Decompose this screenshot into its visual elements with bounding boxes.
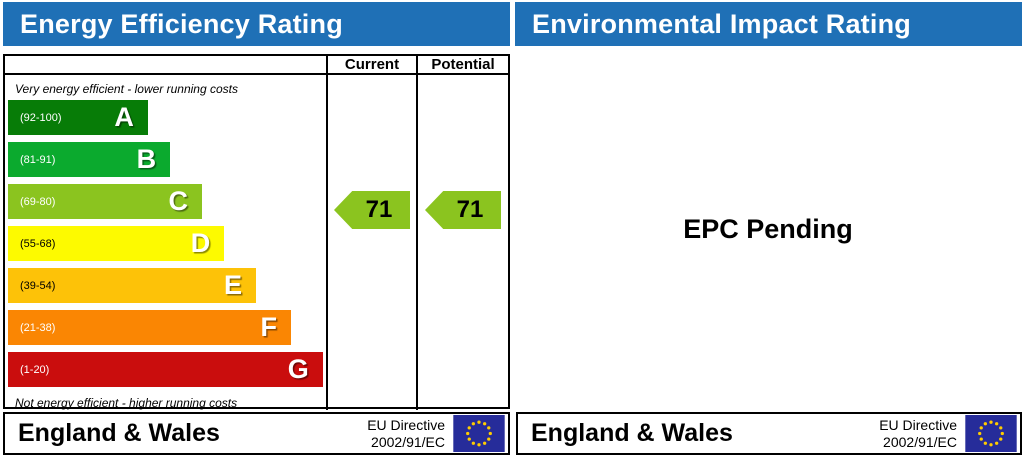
band-d: (55-68) D [8,226,225,261]
energy-rating-chart: Current Potential Very energy efficient … [3,54,510,410]
energy-efficiency-panel: Energy Efficiency Rating Current Potenti… [3,2,510,455]
eu-directive-line2: 2002/91/EC [883,433,957,450]
current-column-header: Current [326,56,416,73]
caption-bottom: Not energy efficient - higher running co… [15,396,238,410]
current-value-column: 71 [326,75,416,410]
band-row-e: (39-54) E [8,268,326,303]
band-row-b: (81-91) B [8,142,326,177]
right-footer: England & Wales EU Directive 2002/91/EC [516,412,1022,455]
band-row-c: (69-80) C [8,184,326,219]
band-f: (21-38) F [8,310,292,345]
environmental-impact-header: Environmental Impact Rating [515,2,1022,46]
potential-column-header: Potential [416,56,508,73]
energy-efficiency-title: Energy Efficiency Rating [20,8,343,39]
band-f-letter: F [260,312,278,342]
band-row-f: (21-38) F [8,310,326,345]
band-b: (81-91) B [8,142,171,177]
caption-top: Very energy efficient - lower running co… [15,82,238,96]
band-d-range-label: (55-68) [20,237,56,250]
environmental-impact-title: Environmental Impact Rating [532,8,911,39]
band-c-range-label: (69-80) [20,195,56,208]
band-b-range-label: (81-91) [20,153,56,166]
band-b-letter: B [136,144,157,174]
band-g-letter: G [287,354,309,384]
eu-directive-line2: 2002/91/EC [371,433,445,450]
band-g-range-label: (1-20) [20,363,50,376]
region-label: England & Wales [531,419,733,447]
band-a-range-label: (92-100) [20,111,62,124]
band-c: (69-80) C [8,184,202,219]
chart-column-headers: Current Potential [5,56,508,75]
band-g: (1-20) G [8,352,323,387]
eu-directive-label: EU Directive 2002/91/EC [367,417,453,451]
band-row-d: (55-68) D [8,226,326,261]
epc-pending-area: EPC Pending [512,46,1024,412]
band-c-letter: C [168,186,188,216]
environmental-impact-panel: Environmental Impact Rating EPC Pending … [512,0,1024,457]
eu-directive-label: EU Directive 2002/91/EC [879,417,965,451]
eu-directive-line1: EU Directive [879,416,957,433]
band-row-a: (92-100) A [8,100,326,135]
potential-value-column: 71 [416,75,508,410]
band-e-range-label: (39-54) [20,279,56,292]
potential-rating-arrow: 71 [425,191,501,229]
chart-body: Very energy efficient - lower running co… [5,75,508,410]
eu-directive-line1: EU Directive [367,416,445,433]
epc-pending-label: EPC Pending [683,213,853,244]
band-row-g: (1-20) G [8,352,326,387]
eu-flag-icon [965,415,1017,452]
region-label: England & Wales [18,419,220,447]
band-f-range-label: (21-38) [20,321,56,334]
band-a-letter: A [114,102,134,132]
band-e: (39-54) E [8,268,257,303]
eu-flag-icon [453,415,505,452]
bands-column-header [5,56,326,73]
band-e-letter: E [224,270,243,300]
bands-column: Very energy efficient - lower running co… [5,75,326,410]
left-footer: England & Wales EU Directive 2002/91/EC [3,412,510,455]
band-a: (92-100) A [8,100,148,135]
band-d-letter: D [190,228,211,258]
current-rating-arrow: 71 [334,191,410,229]
energy-efficiency-header: Energy Efficiency Rating [3,2,510,46]
